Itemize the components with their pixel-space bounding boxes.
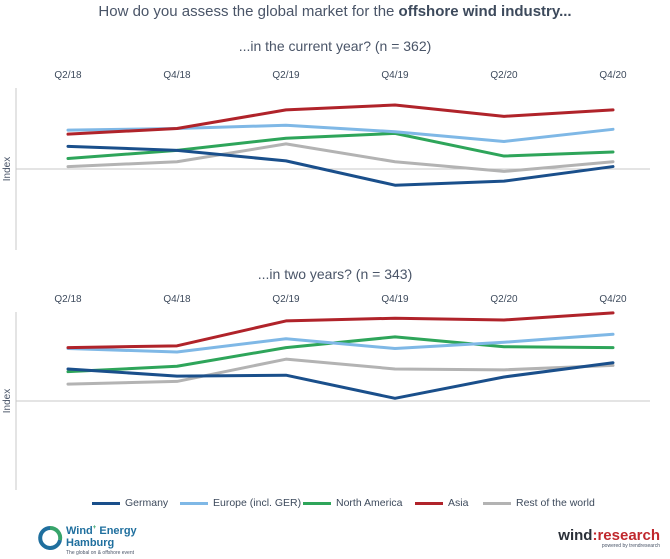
chart-1-subtitle: ...in the current year? (n = 362) [238,38,432,54]
chart-1-series-line-north-america [66,131,615,160]
legend-item: Asia [415,497,468,509]
legend-item: Germany [92,497,168,509]
logo-left-line1: Wind+ Energy [66,525,137,537]
legend-item: Rest of the world [483,497,595,509]
legend-label: Asia [448,497,469,509]
legend-label: North America [336,497,403,509]
wind-energy-logo-icon [38,526,63,550]
chart-1-series-line-germany [66,144,615,187]
chart-1-y-axis-label: Index [2,157,13,181]
wind-research-logo: wind:research powered by trendresearch [558,527,660,549]
legend-swatch [303,501,331,505]
legend-label: Rest of the world [516,497,595,509]
chart-title-prefix: How do you assess the global market for … [98,3,399,20]
chart-2-series-line-rest-of-the-world [66,357,615,386]
chart-1-x-tick-label: Q2/20 [490,70,518,81]
chart-2-x-tick-label: Q4/18 [163,294,191,305]
chart-2-series-line-asia [66,311,615,350]
chart-1-series-line-europe-incl-ger- [66,123,615,143]
chart-1-x-tick-label: Q2/18 [54,70,82,81]
chart-2-series-line-europe-incl-ger- [66,332,615,354]
wind-energy-hamburg-logo: Wind+ Energy Hamburg The global on & off… [36,520,176,558]
chart-1-x-tick-label: Q4/19 [381,70,409,81]
legend-item: Europe (incl. GER) [180,497,301,509]
legend: Germany Europe (incl. GER) North America As… [0,497,670,515]
legend-swatch [180,501,208,505]
legend-label: Germany [125,497,169,509]
chart-2-x-tick-label: Q2/18 [54,294,82,305]
chart-2-x-tick-label: Q4/20 [599,294,627,305]
logo-right-word-b: :research [592,527,660,544]
legend-swatch [483,501,511,505]
chart-1-x-tick-label: Q4/18 [163,70,191,81]
chart-title: How do you assess the global market for … [0,3,670,20]
chart-2-subtitle: ...in two years? (n = 343) [257,266,413,282]
chart-1-series-line-rest-of-the-world [66,142,615,173]
chart-1-x-tick-label: Q4/20 [599,70,627,81]
chart-title-bold: offshore wind industry... [398,3,572,20]
logo-right-word-a: wind [558,527,593,544]
chart-1-series-line-asia [66,103,615,136]
legend-item: North America [303,497,403,509]
chart-2-x-tick-label: Q2/20 [490,294,518,305]
legend-swatch [92,501,120,505]
legend-swatch [415,501,443,505]
chart-1-x-tick-label: Q2/19 [272,70,300,81]
chart-2-y-axis-label: Index [2,389,13,413]
legend-label: Europe (incl. GER) [213,497,302,509]
logo-left-tagline: The global on & offshore event [66,550,135,556]
chart-2-x-tick-label: Q4/19 [381,294,409,305]
chart-2-x-tick-label: Q2/19 [272,294,300,305]
chart-2-series-line-germany [66,361,615,400]
logo-right-tagline: powered by trendresearch [601,543,660,549]
logo-left-line2: Hamburg [66,537,115,549]
